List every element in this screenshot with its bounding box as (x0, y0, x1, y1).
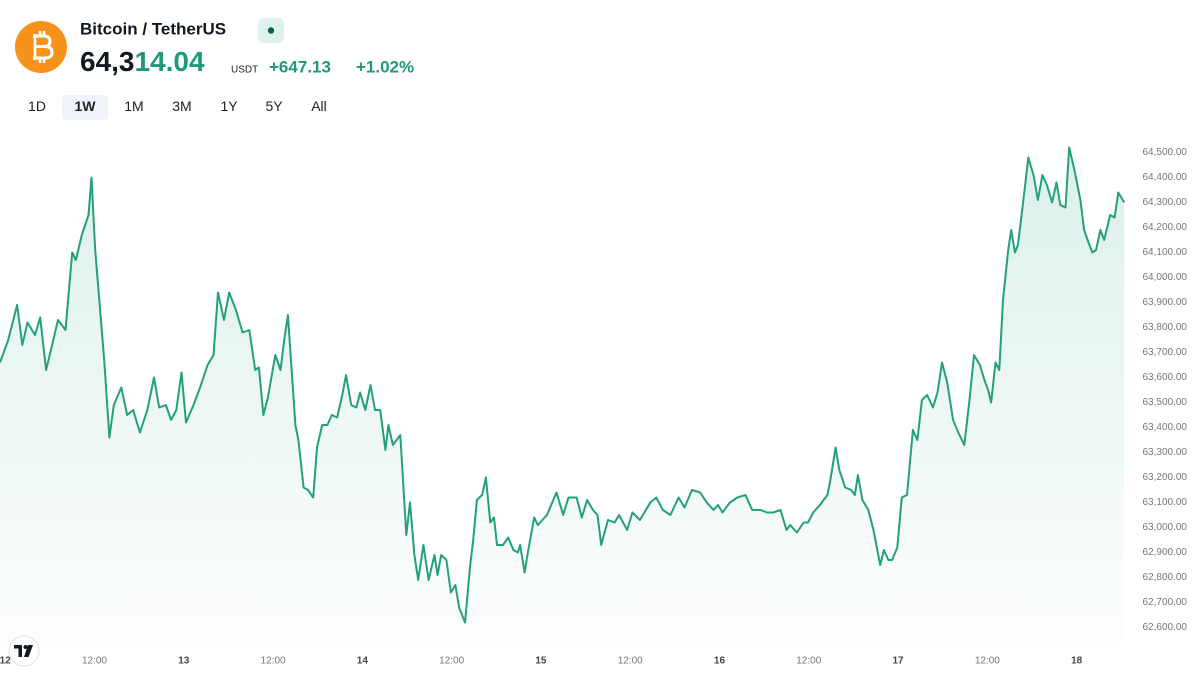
y-tick-label: 63,100.00 (1143, 497, 1188, 508)
y-tick-label: 64,500.00 (1143, 147, 1188, 158)
y-tick-label: 63,500.00 (1143, 397, 1188, 408)
x-tick-label: 13 (178, 656, 190, 667)
y-tick-label: 62,900.00 (1143, 547, 1188, 558)
price-line (0, 146, 1126, 624)
x-tick-label: 12:00 (975, 656, 1000, 667)
y-tick-label: 63,800.00 (1143, 322, 1188, 333)
price-area (0, 147, 1125, 645)
change: +647.13 (269, 57, 331, 76)
y-tick-label: 64,400.00 (1143, 172, 1188, 183)
x-tick-label: 15 (535, 656, 547, 667)
x-tick-label: 18 (1071, 656, 1083, 667)
timeframe-button[interactable]: 1M (124, 98, 143, 114)
timeframe-button[interactable]: All (311, 98, 327, 114)
x-tick-label: 17 (893, 656, 905, 667)
x-tick-label: 12:00 (618, 656, 643, 667)
symbol-title: Bitcoin / TetherUS (80, 19, 226, 38)
x-tick-label: 14 (357, 656, 369, 667)
y-tick-label: 64,100.00 (1143, 247, 1188, 258)
y-tick-label: 63,600.00 (1143, 372, 1188, 383)
y-tick-label: 62,600.00 (1143, 622, 1188, 633)
price: 64,314.04 (80, 46, 205, 77)
timeframe-bar: 1D 1W 1M 3M 1Y 5Y All (28, 95, 327, 120)
x-tick-label: 12:00 (261, 656, 286, 667)
x-tick-label: 12:00 (796, 656, 821, 667)
status-dot (267, 27, 275, 34)
y-tick-label: 63,700.00 (1143, 347, 1188, 358)
y-tick-label: 63,400.00 (1143, 422, 1188, 433)
x-tick-label: 12:00 (439, 656, 464, 667)
y-tick-label: 63,900.00 (1143, 297, 1188, 308)
timeframe-button[interactable]: 1W (75, 98, 97, 114)
currency: USDT (231, 65, 258, 76)
plot: 62,600.00 62,700.00 62,800.00 62,900.00 63,0… (0, 146, 1188, 667)
y-tick-label: 63,200.00 (1143, 472, 1188, 483)
tradingview-logo (8, 635, 40, 667)
y-tick-label: 62,700.00 (1143, 597, 1188, 608)
y-tick-label: 62,800.00 (1143, 572, 1188, 583)
change-percent: +1.02% (356, 57, 414, 76)
x-tick-label: 16 (714, 656, 726, 667)
x-tick-label: 12 (0, 656, 11, 667)
y-tick-label: 63,300.00 (1143, 447, 1188, 458)
y-tick-label: 63,000.00 (1143, 522, 1188, 533)
timeframe-button[interactable]: 1D (28, 98, 46, 114)
y-tick-label: 64,300.00 (1143, 197, 1188, 208)
y-tick-label: 64,000.00 (1143, 272, 1188, 283)
y-tick-label: 64,200.00 (1143, 222, 1188, 233)
timeframe-button[interactable]: 5Y (265, 98, 283, 114)
timeframe-button[interactable]: 1Y (220, 98, 238, 114)
timeframe-button[interactable]: 3M (172, 98, 191, 114)
bitcoin-icon (15, 21, 67, 73)
timeframe-active-bg (62, 95, 108, 120)
x-tick-label: 12:00 (82, 656, 107, 667)
